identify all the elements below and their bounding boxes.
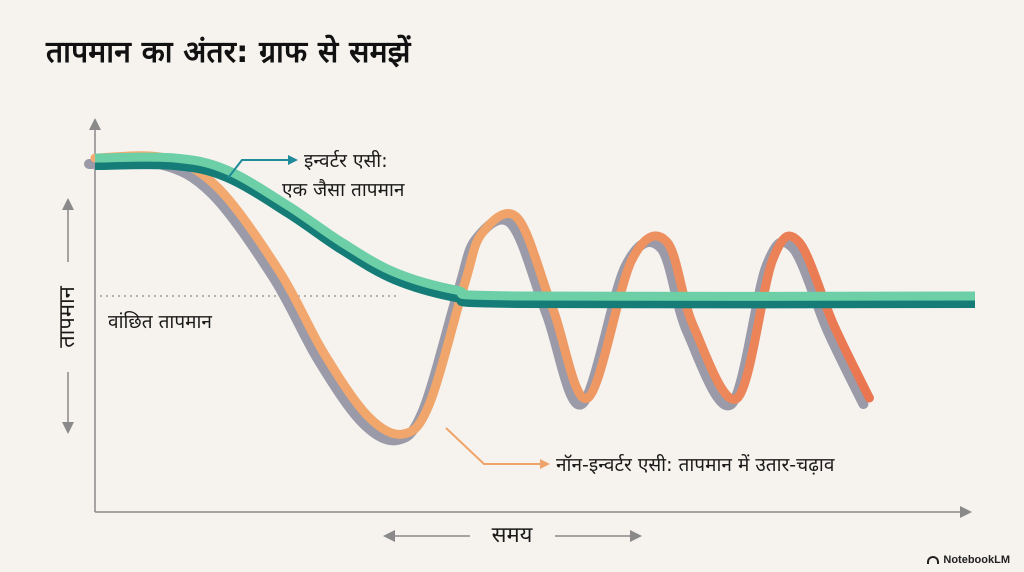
brand-label: NotebookLM xyxy=(943,554,1010,566)
non-inverter-arrow xyxy=(445,427,550,469)
notebooklm-logo-icon xyxy=(927,556,940,564)
series-inverter xyxy=(94,152,976,309)
y-axis-label: तापमान xyxy=(55,285,80,348)
series-non-inverter xyxy=(84,151,874,446)
inverter-arrow xyxy=(227,155,298,179)
inverter-label-line2: एक जैसा तापमान xyxy=(282,178,405,201)
page-title: तापमान का अंतर: ग्राफ से समझें xyxy=(46,35,411,70)
series-inverter-line xyxy=(94,152,976,301)
setpoint-label: वांछित तापमान xyxy=(108,310,212,333)
x-axis-label: समय xyxy=(492,523,534,548)
series-non-inverter-shadow xyxy=(84,156,869,446)
brand-badge: NotebookLM xyxy=(927,554,1010,566)
series-non-inverter-line xyxy=(90,151,874,439)
non-inverter-label: नॉन-इन्वर्टर एसी: तापमान में उतार-चढ़ाव xyxy=(556,453,835,476)
series-inverter-shadow xyxy=(94,159,976,309)
inverter-label-line1: इन्वर्टर एसी: xyxy=(304,149,388,172)
